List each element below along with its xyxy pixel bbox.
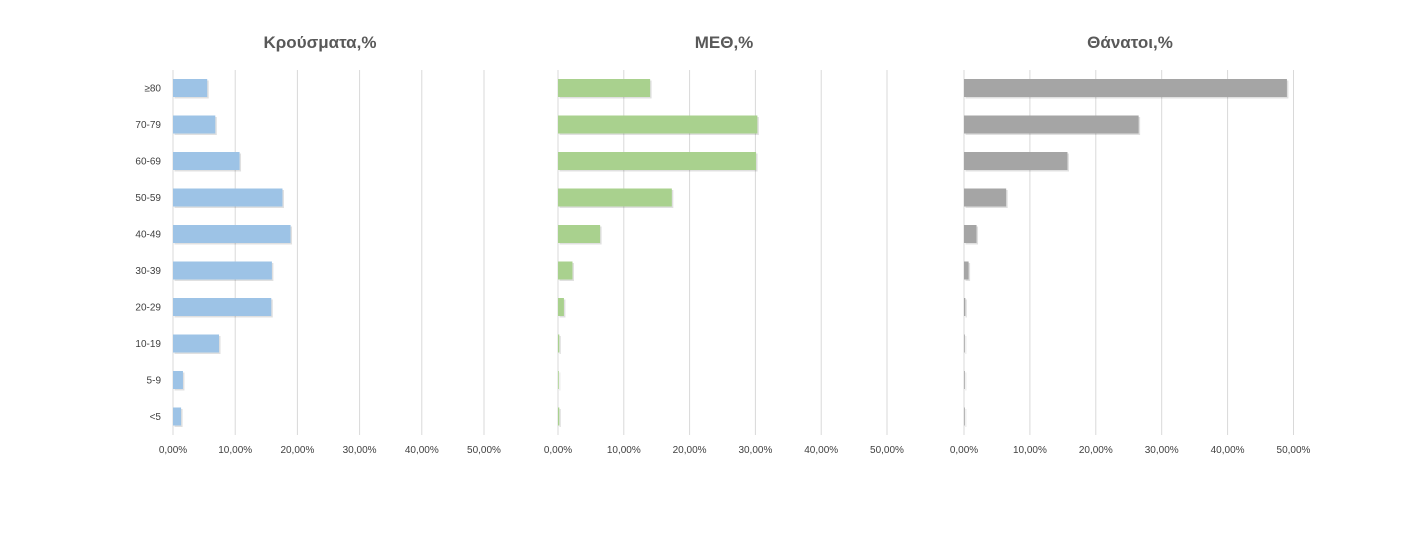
deaths-tick-label: 20,00%	[1079, 445, 1113, 456]
icu-bar	[558, 188, 672, 207]
cases-bar	[173, 261, 272, 280]
icu-bar-shadow	[559, 409, 561, 427]
deaths-tick-label: 0,00%	[950, 445, 978, 456]
cases-bar	[173, 115, 216, 134]
deaths-bar	[964, 334, 965, 353]
icu-tick-label: 10,00%	[607, 445, 641, 456]
deaths-bar	[964, 188, 1007, 207]
icu-tick-label: 0,00%	[544, 445, 572, 456]
deaths-bar	[964, 371, 965, 389]
cases-bar	[173, 298, 272, 316]
deaths-tick-label: 40,00%	[1211, 445, 1245, 456]
deaths-tick-label: 50,00%	[1277, 445, 1311, 456]
deaths-bar	[964, 79, 1287, 97]
icu-chart-title: ΜΕΘ,%	[695, 33, 754, 52]
icu-chart: ΜΕΘ,% 0,00% 10,00% 20,00% 30,00% 40,00% 50,00%	[544, 33, 904, 456]
cases-tick-label: 50,00%	[467, 445, 501, 456]
deaths-bar	[964, 152, 1068, 170]
age-group-label: 10-19	[135, 339, 161, 350]
age-group-label: 40-49	[135, 230, 161, 241]
cases-tick-label: 0,00%	[159, 445, 187, 456]
deaths-tick-label: 30,00%	[1145, 445, 1179, 456]
icu-bar-shadow	[559, 336, 561, 354]
age-group-label: 5-9	[147, 376, 162, 387]
icu-bar	[558, 298, 564, 316]
icu-bar	[558, 371, 559, 389]
icu-bar	[558, 115, 758, 134]
cases-tick-label: 40,00%	[405, 445, 439, 456]
icu-bar	[558, 261, 573, 280]
age-group-label: 20-29	[135, 303, 161, 314]
deaths-bar	[964, 115, 1139, 134]
icu-tick-label: 50,00%	[870, 445, 904, 456]
age-group-label: 30-39	[135, 266, 161, 277]
icu-tick-label: 20,00%	[673, 445, 707, 456]
deaths-bar-shadow	[965, 409, 967, 427]
deaths-tick-label: 10,00%	[1013, 445, 1047, 456]
age-group-label: 60-69	[135, 157, 161, 168]
cases-bar	[173, 371, 183, 389]
cases-chart-title: Κρούσματα,%	[264, 33, 377, 52]
cases-bar	[173, 188, 283, 207]
age-group-label: 50-59	[135, 193, 161, 204]
icu-bar	[558, 152, 757, 170]
icu-tick-label: 30,00%	[738, 445, 772, 456]
cases-bar	[173, 407, 182, 426]
deaths-bar	[964, 261, 969, 280]
icu-bar-shadow	[559, 372, 561, 391]
icu-bar	[558, 407, 560, 426]
icu-bar	[558, 225, 601, 243]
deaths-bar	[964, 407, 965, 426]
cases-tick-label: 20,00%	[280, 445, 314, 456]
icu-tick-label: 40,00%	[804, 445, 838, 456]
deaths-bar-shadow	[965, 336, 967, 354]
cases-bar	[173, 79, 208, 97]
age-group-label: ≥80	[144, 84, 161, 95]
cases-tick-label: 10,00%	[218, 445, 252, 456]
deaths-bar-shadow	[965, 299, 967, 318]
cases-tick-label: 30,00%	[343, 445, 377, 456]
cases-bar	[173, 152, 240, 170]
cases-bar	[173, 225, 291, 243]
age-group-label: <5	[150, 412, 162, 423]
deaths-chart: Θάνατοι,% 0,00% 10,00% 20,00% 30,00% 40,00% 50…	[950, 33, 1311, 456]
deaths-bar-shadow	[965, 372, 967, 391]
icu-bar	[558, 334, 560, 353]
cases-bar	[173, 334, 220, 353]
deaths-bar	[964, 298, 966, 316]
age-group-label: 70-79	[135, 120, 161, 131]
cases-chart: Κρούσματα,% 0,00% 10,00% 20,00% 30,00% 40,00%…	[135, 33, 501, 456]
deaths-chart-title: Θάνατοι,%	[1087, 33, 1173, 52]
icu-bar	[558, 79, 651, 97]
deaths-bar	[964, 225, 977, 243]
